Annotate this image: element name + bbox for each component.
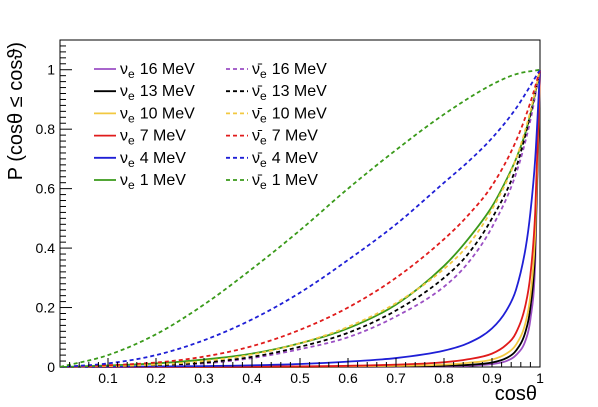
legend-label: νe 10 MeV [120,105,195,125]
legend-item: ν̄e 16 MeV [226,61,327,81]
x-tick-label: 0.5 [290,370,310,386]
antineutrino-curve-10-mev [59,69,541,368]
legend-label: ν̄e 4 MeV [252,150,318,170]
antineutrino-curve-13-mev [59,69,541,368]
x-tick-label: 0.9 [482,370,502,386]
legend-item: ν̄e 13 MeV [226,83,327,103]
legend-label: ν̄e 16 MeV [252,61,327,81]
y-tick-label: 0.2 [36,300,56,316]
legend-label: ν̄e 7 MeV [252,128,318,148]
legend-item: νe 10 MeV [94,105,195,125]
y-tick-label: 0.6 [36,181,56,197]
legend-label: νe 7 MeV [120,128,186,148]
legend-label: νe 4 MeV [120,150,186,170]
y-axis-title: P (cosθ ≤ cosϑ) [5,42,27,180]
legend-label: νe 16 MeV [120,61,195,81]
x-tick-label: 0.3 [194,370,214,386]
neutrino-curve-4-mev [59,69,541,368]
x-tick-label: 0.6 [338,370,358,386]
x-axis-title: cosθ [495,383,537,405]
legend-item: νe 13 MeV [94,83,195,103]
legend-label: ν̄e 1 MeV [252,172,318,192]
y-tick-label: 1 [47,62,55,78]
legend-item: νe 1 MeV [94,172,186,192]
legend-label: νe 13 MeV [120,83,195,103]
x-tick-label: 0.7 [386,370,406,386]
x-tick-label: 0.8 [434,370,454,386]
antineutrino-curve-7-mev [59,69,541,368]
legend-label: νe 1 MeV [120,172,186,192]
legend-item: ν̄e 4 MeV [226,150,318,170]
legend-label: ν̄e 10 MeV [252,105,327,125]
x-tick-label: 0.2 [146,370,166,386]
legend-item: ν̄e 1 MeV [226,172,318,192]
y-tick-label: 0.8 [36,121,56,137]
legend-item: νe 4 MeV [94,150,186,170]
x-tick-label: 0.4 [242,370,262,386]
antineutrino-curve-1-mev [59,68,541,368]
legend-item: νe 16 MeV [94,61,195,81]
neutrino-curve-7-mev [59,69,541,368]
curves-group [59,68,541,368]
legend-item: νe 7 MeV [94,128,186,148]
y-tick-label: 0.4 [36,240,56,256]
legend-label: ν̄e 13 MeV [252,83,327,103]
axes-group: 0.1 0.2 0.3 0.4 0.5 0.6 0.7 0.8 0.9 1 0 0.2 0.4 0.6 0.… [36,39,544,386]
x-tick-label: 1 [536,370,544,386]
x-tick-label: 0.1 [98,370,118,386]
legend-item: ν̄e 10 MeV [226,105,327,125]
y-tick-label: 0 [47,359,55,375]
legend-item: ν̄e 7 MeV [226,128,318,148]
